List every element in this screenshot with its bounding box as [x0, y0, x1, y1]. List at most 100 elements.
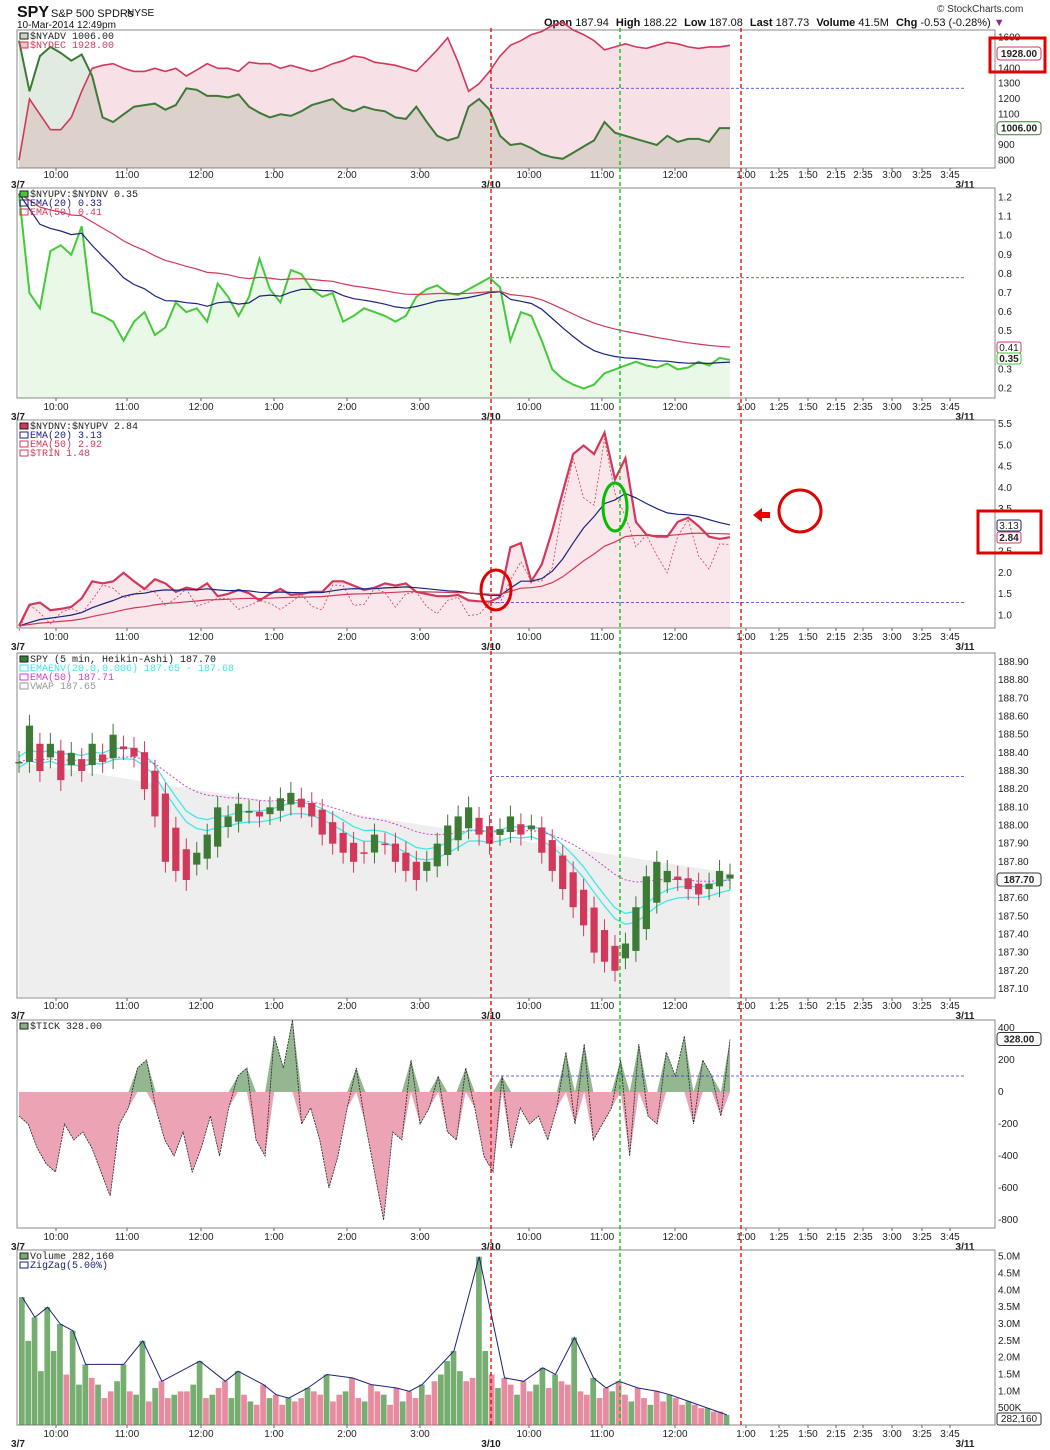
x-tick-label: 1:00 — [264, 1232, 284, 1243]
x-tick-label: 2:15 — [826, 1232, 846, 1243]
legend-entry: $NYUPV:$NYDNV 0.35 — [30, 189, 138, 201]
exchange: NYSE — [127, 8, 155, 19]
y-tick-label: -200 — [998, 1119, 1018, 1130]
x-tick-label: 3:25 — [912, 1429, 932, 1440]
annotation-circle-green — [601, 481, 629, 533]
x-tick-label: 3:45 — [940, 1429, 960, 1440]
candle-body — [318, 809, 326, 835]
volume-bar — [622, 1394, 628, 1425]
legend-swatch — [19, 422, 29, 430]
legend-swatch — [19, 208, 29, 216]
x-tick-label: 3:00 — [410, 402, 430, 413]
x-tick-label: 1:00 — [736, 170, 756, 181]
y-tick-label: 500K — [998, 1403, 1022, 1414]
x-tick-label: 10:00 — [43, 1429, 68, 1440]
candle-body — [653, 861, 661, 903]
legend-entry: EMA(50) 187.71 — [30, 672, 114, 684]
annotation-circle-empty — [777, 488, 823, 534]
x-tick-label: 1:25 — [769, 1001, 789, 1012]
legend-swatch — [19, 655, 29, 663]
volume-bar — [342, 1391, 349, 1425]
volume-bar — [209, 1394, 216, 1425]
candle-body — [674, 876, 682, 880]
volume-bar — [469, 1377, 476, 1425]
symbol-name: S&P 500 SPDRs — [51, 8, 134, 20]
y-tick-label: 900 — [998, 140, 1015, 151]
nyadv-area — [19, 40, 730, 169]
chg-label: Chg — [895, 17, 918, 29]
dropdown-icon[interactable]: ▼ — [993, 17, 1005, 29]
volume-bar — [374, 1391, 381, 1425]
candle-body — [538, 827, 546, 853]
volume-bar — [660, 1401, 666, 1425]
x-tick-label: 12:00 — [662, 1232, 687, 1243]
x-tick-label: 2:00 — [337, 170, 357, 181]
x-tick-label: 10:00 — [516, 1232, 541, 1243]
y-tick-label: 187.90 — [998, 839, 1029, 850]
nyadv-line — [18, 40, 730, 160]
candle-body — [423, 861, 431, 871]
x-tick-label: 2:35 — [853, 402, 873, 413]
x-tick-label: 3:00 — [410, 1429, 430, 1440]
candle-body — [67, 752, 75, 766]
candle-body — [559, 855, 567, 890]
legend-entry: $TICK 328.00 — [30, 1021, 102, 1033]
ema50-line — [18, 756, 731, 883]
candle-body — [308, 802, 316, 817]
y-tick-label: 188.90 — [998, 657, 1029, 668]
candle-body — [705, 883, 713, 890]
spy-value-tag: 187.70 — [1004, 875, 1035, 886]
x-tick-label: 2:15 — [826, 402, 846, 413]
ratio-value-tag: 0.35 — [999, 354, 1019, 365]
day-label: 3/10 — [481, 412, 501, 423]
vwap-area — [19, 761, 730, 998]
x-tick-label: 12:00 — [662, 170, 687, 181]
candle-body — [276, 798, 285, 811]
ema50-line — [18, 532, 731, 627]
highlight-box-2 — [976, 509, 1043, 555]
x-tick-label: 2:00 — [337, 1429, 357, 1440]
x-tick-label: 11:00 — [590, 632, 615, 643]
volume-bar — [609, 1391, 616, 1425]
volume-bar — [634, 1387, 641, 1425]
x-tick-label: 11:00 — [590, 170, 615, 181]
x-tick-label: 1:50 — [798, 1429, 818, 1440]
y-tick-label: 188.30 — [998, 766, 1029, 777]
y-tick-label: 187.50 — [998, 911, 1029, 922]
x-tick-label: 11:00 — [115, 1232, 140, 1243]
panel-frame-2 — [16, 187, 996, 399]
day-label: 3/7 — [11, 412, 25, 423]
tick-line — [18, 1019, 731, 1221]
legend-entry: $NYADV 1006.00 — [30, 31, 114, 43]
y-tick-label: 0.3 — [998, 364, 1012, 375]
volume-bar — [266, 1398, 273, 1425]
x-tick-label: 3:00 — [410, 170, 430, 181]
volume-bar — [82, 1364, 89, 1425]
volume-bar — [272, 1394, 279, 1425]
x-tick-label: 1:50 — [798, 632, 818, 643]
day-label: 3/7 — [11, 642, 25, 653]
ema20-line — [18, 193, 731, 365]
y-tick-label: 4.0M — [998, 1285, 1020, 1296]
x-tick-label: 12:00 — [188, 1232, 213, 1243]
legend-entry: SPY (5 min, Heikin-Ashi) 187.70 — [30, 654, 216, 666]
legend-swatch — [19, 440, 29, 448]
x-tick-label: 1:00 — [264, 1429, 284, 1440]
candle-body — [402, 852, 410, 871]
candle-body — [715, 870, 724, 887]
candle-body — [15, 761, 23, 764]
y-tick-label: 2.5M — [998, 1336, 1020, 1347]
volume-bar — [253, 1404, 260, 1425]
candle-body — [464, 807, 473, 829]
x-tick-label: 1:00 — [736, 1001, 756, 1012]
y-tick-label: 5.0M — [998, 1252, 1020, 1263]
x-tick-label: 3:00 — [410, 1232, 430, 1243]
candle-body — [266, 807, 274, 815]
candle-body — [590, 907, 598, 953]
x-tick-label: 11:00 — [590, 1429, 615, 1440]
volume-bar — [222, 1381, 228, 1425]
candle-body — [151, 770, 159, 817]
ohlc-readout: Open 187.94 High 188.22 Low 187.08 Last … — [544, 17, 1005, 29]
legend-entry: VWAP 187.65 — [30, 682, 96, 693]
day-label: 3/11 — [956, 412, 975, 423]
